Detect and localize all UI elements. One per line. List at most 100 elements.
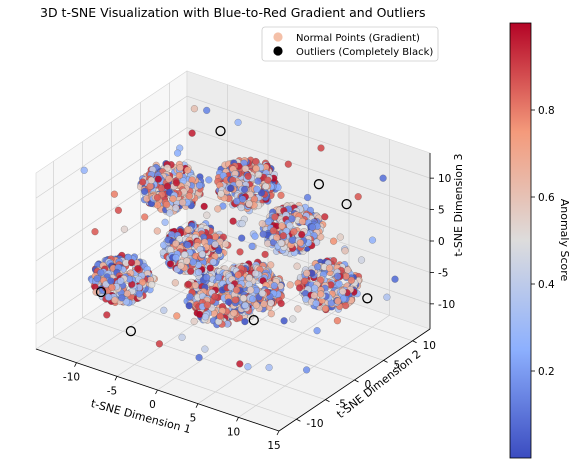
- normal-point: [321, 213, 329, 221]
- normal-point: [195, 353, 203, 362]
- normal-point: [252, 165, 260, 173]
- normal-point: [206, 264, 214, 272]
- normal-point: [229, 217, 237, 225]
- axes-panes: [35, 70, 431, 432]
- normal-point: [117, 277, 125, 285]
- normal-point: [187, 267, 195, 275]
- normal-point: [172, 204, 180, 212]
- normal-point: [102, 280, 110, 288]
- normal-point: [172, 240, 180, 248]
- normal-point: [225, 298, 233, 306]
- y-tick-label: 5: [394, 359, 401, 371]
- normal-point: [177, 262, 185, 270]
- normal-point: [135, 290, 143, 298]
- colorbar-tick-label: 0.4: [538, 279, 555, 291]
- axes-ticks: -10 -5 0 5 10 15 -10 -5 0 5 10 -10 -5 0 5 10: [35, 153, 455, 452]
- normal-point: [230, 309, 238, 317]
- x-tick: [276, 430, 280, 436]
- z-axis-label: t-SNE Dimension 3: [452, 154, 465, 257]
- normal-point: [249, 295, 257, 303]
- z-tick-label: -10: [438, 299, 455, 311]
- normal-point: [184, 280, 192, 288]
- normal-point: [176, 164, 184, 172]
- normal-point: [336, 233, 344, 241]
- normal-point: [288, 236, 296, 244]
- normal-point: [147, 176, 155, 184]
- normal-point: [238, 234, 246, 242]
- normal-point: [339, 287, 347, 295]
- normal-point: [166, 209, 174, 217]
- normal-point: [303, 269, 311, 277]
- normal-point: [303, 366, 311, 374]
- normal-point: [108, 283, 116, 292]
- normal-point: [217, 190, 225, 198]
- legend-label-normal: Normal Points (Gradient): [296, 33, 420, 44]
- normal-point: [252, 157, 260, 166]
- legend-box: [261, 26, 439, 62]
- colorbar-tick-label: 0.2: [538, 366, 555, 378]
- normal-point: [172, 179, 180, 187]
- normal-point: [221, 240, 230, 248]
- normal-point: [201, 345, 209, 353]
- normal-point: [264, 218, 273, 226]
- normal-point: [314, 263, 322, 271]
- normal-point: [265, 363, 273, 372]
- normal-point: [195, 268, 203, 276]
- normal-point: [296, 284, 304, 292]
- normal-point: [258, 289, 266, 297]
- normal-point: [379, 174, 387, 182]
- normal-point: [245, 274, 253, 282]
- normal-point: [264, 176, 272, 184]
- normal-point: [154, 175, 162, 183]
- normal-point: [181, 251, 189, 259]
- normal-point: [120, 225, 128, 233]
- outlier-point: [248, 314, 259, 326]
- normal-point: [211, 240, 219, 248]
- normal-point: [293, 262, 301, 270]
- normal-point: [148, 281, 156, 289]
- outlier-point: [125, 325, 137, 337]
- normal-point: [330, 237, 338, 245]
- normal-point: [262, 182, 270, 190]
- normal-point: [298, 217, 306, 226]
- colorbar-label: Anomaly Score: [558, 199, 571, 282]
- normal-point: [234, 118, 242, 126]
- normal-point: [233, 286, 241, 294]
- x-tick-label: 15: [267, 440, 280, 452]
- normal-point: [247, 286, 255, 294]
- normal-point: [238, 220, 246, 228]
- normal-point: [284, 160, 292, 168]
- normal-point: [245, 200, 253, 208]
- normal-point: [294, 305, 302, 313]
- normal-point: [227, 283, 235, 291]
- normal-point: [317, 290, 325, 298]
- normal-point: [277, 299, 285, 308]
- normal-point: [153, 227, 161, 235]
- normal-point: [172, 254, 180, 262]
- normal-point: [184, 226, 192, 234]
- z-tick-label: 10: [438, 173, 451, 185]
- normal-point: [161, 218, 169, 226]
- x-tick-label: -10: [63, 372, 80, 384]
- normal-point: [166, 260, 175, 268]
- normal-point: [253, 185, 261, 193]
- normal-point: [169, 195, 177, 203]
- normal-point: [248, 242, 256, 250]
- normal-point: [289, 315, 297, 323]
- normal-point: [270, 282, 278, 290]
- normal-point: [267, 310, 275, 318]
- z-gridline: [35, 158, 431, 262]
- colorbar: 0.2 0.4 0.6 0.8 Anomaly Score: [509, 22, 571, 459]
- normal-point: [241, 301, 249, 309]
- normal-point: [155, 340, 163, 348]
- normal-point: [163, 182, 171, 190]
- normal-point: [237, 204, 245, 212]
- normal-point: [185, 192, 193, 200]
- normal-point: [313, 327, 321, 335]
- normal-point: [235, 180, 243, 188]
- normal-point: [134, 265, 142, 273]
- outlier-point: [341, 198, 352, 210]
- normal-point: [191, 281, 200, 289]
- normal-point: [200, 202, 208, 210]
- normal-point: [354, 193, 362, 201]
